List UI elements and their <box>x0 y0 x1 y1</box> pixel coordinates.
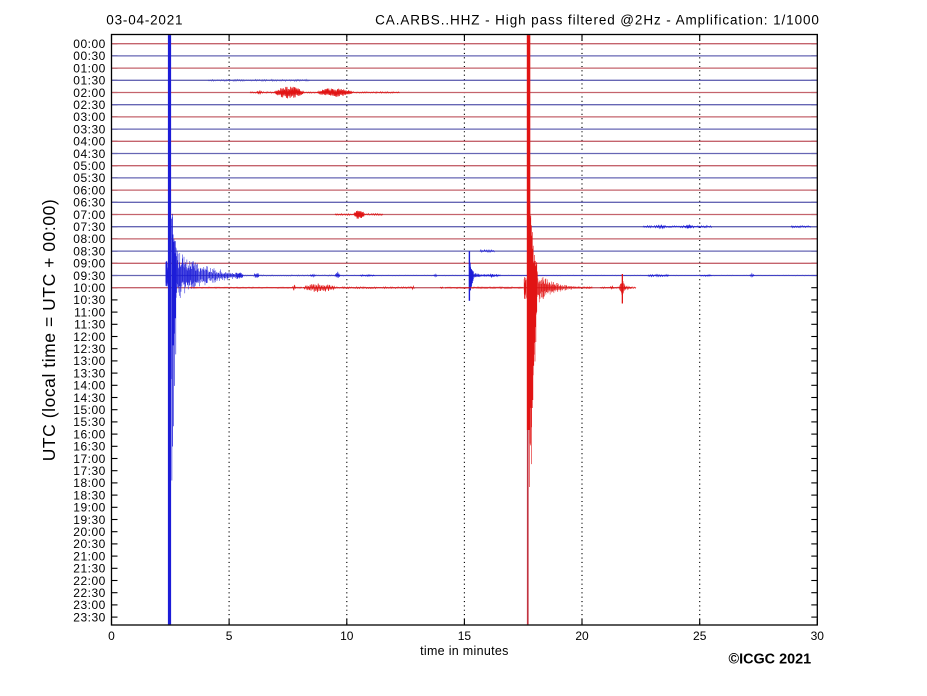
svg-text:03:00: 03:00 <box>73 110 106 124</box>
svg-text:15: 15 <box>458 629 472 643</box>
svg-text:06:30: 06:30 <box>73 196 106 210</box>
svg-text:04:30: 04:30 <box>73 147 106 161</box>
svg-text:23:00: 23:00 <box>73 598 106 612</box>
svg-text:20:30: 20:30 <box>73 537 106 551</box>
svg-text:07:00: 07:00 <box>73 208 106 222</box>
svg-text:08:30: 08:30 <box>73 244 106 258</box>
svg-text:25: 25 <box>693 629 707 643</box>
svg-text:17:30: 17:30 <box>73 464 106 478</box>
svg-text:5: 5 <box>226 629 233 643</box>
svg-text:02:00: 02:00 <box>73 86 106 100</box>
svg-text:14:30: 14:30 <box>73 391 106 405</box>
svg-text:00:00: 00:00 <box>73 37 106 51</box>
svg-text:time in minutes: time in minutes <box>420 644 509 658</box>
svg-text:20: 20 <box>575 629 589 643</box>
svg-text:08:00: 08:00 <box>73 232 106 246</box>
svg-text:10:00: 10:00 <box>73 281 106 295</box>
svg-text:00:30: 00:30 <box>73 49 106 63</box>
svg-text:19:30: 19:30 <box>73 513 106 527</box>
svg-text:05:30: 05:30 <box>73 171 106 185</box>
svg-text:10:30: 10:30 <box>73 293 106 307</box>
svg-text:15:00: 15:00 <box>73 403 106 417</box>
svg-text:16:30: 16:30 <box>73 440 106 454</box>
svg-text:21:00: 21:00 <box>73 549 106 563</box>
svg-text:CA.ARBS..HHZ - High pass filte: CA.ARBS..HHZ - High pass filtered @2Hz -… <box>375 13 820 28</box>
svg-text:30: 30 <box>811 629 825 643</box>
svg-text:11:30: 11:30 <box>74 318 106 332</box>
svg-text:18:30: 18:30 <box>73 488 106 502</box>
svg-text:15:30: 15:30 <box>73 415 106 429</box>
svg-text:11:00: 11:00 <box>74 305 106 319</box>
svg-text:06:00: 06:00 <box>73 183 106 197</box>
svg-text:12:30: 12:30 <box>73 342 106 356</box>
svg-text:21:30: 21:30 <box>73 562 106 576</box>
svg-text:05:00: 05:00 <box>73 159 106 173</box>
svg-text:22:30: 22:30 <box>73 586 106 600</box>
svg-text:20:00: 20:00 <box>73 525 106 539</box>
svg-text:23:30: 23:30 <box>73 610 106 624</box>
svg-text:UTC (local time = UTC + 00:00): UTC (local time = UTC + 00:00) <box>39 199 59 462</box>
svg-text:16:00: 16:00 <box>73 427 106 441</box>
svg-text:04:00: 04:00 <box>73 135 106 149</box>
svg-text:13:30: 13:30 <box>73 366 106 380</box>
svg-text:0: 0 <box>108 629 115 643</box>
svg-text:13:00: 13:00 <box>73 354 106 368</box>
svg-text:10: 10 <box>340 629 354 643</box>
svg-text:03:30: 03:30 <box>73 122 106 136</box>
svg-text:18:00: 18:00 <box>73 476 106 490</box>
svg-text:03-04-2021: 03-04-2021 <box>106 13 183 28</box>
svg-text:14:00: 14:00 <box>73 379 106 393</box>
svg-text:19:00: 19:00 <box>73 501 106 515</box>
svg-text:17:00: 17:00 <box>73 452 106 466</box>
svg-text:07:30: 07:30 <box>73 220 106 234</box>
svg-text:22:00: 22:00 <box>73 574 106 588</box>
svg-text:02:30: 02:30 <box>73 98 106 112</box>
svg-text:01:30: 01:30 <box>73 74 106 88</box>
svg-text:12:00: 12:00 <box>73 330 106 344</box>
svg-text:01:00: 01:00 <box>73 61 106 75</box>
svg-text:©ICGC 2021: ©ICGC 2021 <box>729 652 812 668</box>
svg-text:09:30: 09:30 <box>73 269 106 283</box>
svg-text:09:00: 09:00 <box>73 257 106 271</box>
